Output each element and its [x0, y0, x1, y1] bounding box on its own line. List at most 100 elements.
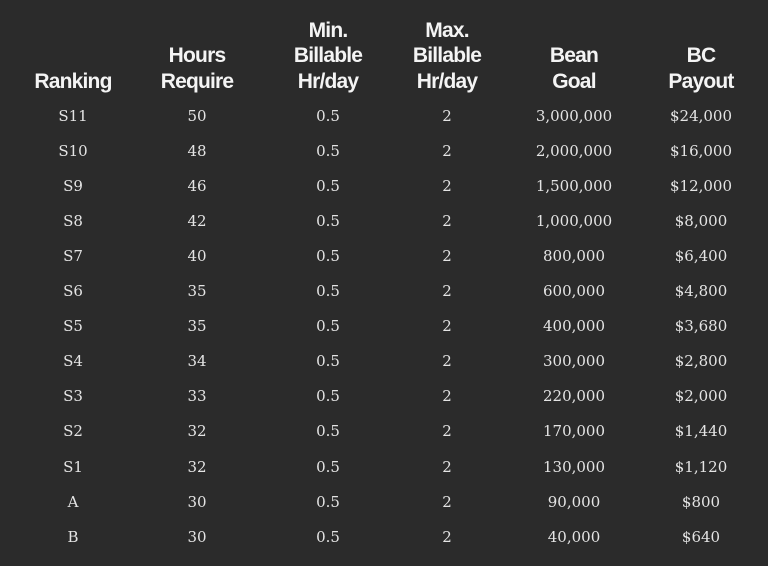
- cell-hours-require: 40: [187, 247, 207, 266]
- cell-max-billable: 2: [442, 457, 452, 476]
- cell-hours-require: 35: [187, 317, 207, 336]
- header-hours-require: Hours Require: [147, 14, 247, 94]
- table-row: S8 42 0.5 2 1,000,000 $8,000: [0, 204, 768, 239]
- cell-min-billable: 0.5: [316, 492, 340, 511]
- cell-bean-goal: 220,000: [542, 387, 606, 406]
- cell-bean-goal: 800,000: [542, 247, 606, 266]
- cell-max-billable: 2: [442, 177, 452, 196]
- cell-bean-goal: 400,000: [542, 317, 606, 336]
- table-row: S4 34 0.5 2 300,000 $2,800: [0, 344, 768, 379]
- header-line: Billable: [293, 44, 363, 67]
- table-row: S2 32 0.5 2 170,000 $1,440: [0, 414, 768, 449]
- cell-hours-require: 35: [187, 282, 207, 301]
- cell-bc-payout: $12,000: [669, 177, 733, 196]
- cell-bean-goal: 1,000,000: [535, 212, 613, 231]
- cell-max-billable: 2: [442, 142, 452, 161]
- header-line: Payout: [668, 69, 734, 93]
- cell-ranking: A: [67, 492, 79, 511]
- cell-bc-payout: $8,000: [674, 212, 728, 231]
- cell-hours-require: 30: [187, 492, 207, 511]
- cell-max-billable: 2: [442, 387, 452, 406]
- table-row: A 30 0.5 2 90,000 $800: [0, 485, 768, 520]
- table-row: S7 40 0.5 2 800,000 $6,400: [0, 239, 768, 274]
- cell-bc-payout: $2,000: [674, 387, 728, 406]
- cell-bean-goal: 170,000: [542, 422, 606, 441]
- cell-hours-require: 34: [187, 352, 207, 371]
- cell-bc-payout: $24,000: [669, 107, 733, 125]
- cell-hours-require: 33: [187, 387, 207, 406]
- cell-hours-require: 30: [187, 527, 207, 546]
- cell-bean-goal: 300,000: [542, 352, 606, 371]
- table-row: S10 48 0.5 2 2,000,000 $16,000: [0, 134, 768, 169]
- cell-max-billable: 2: [442, 422, 452, 441]
- cell-max-billable: 2: [442, 527, 452, 546]
- cell-ranking: S1: [63, 457, 83, 476]
- cell-ranking: S3: [63, 387, 83, 406]
- table-row: S1 32 0.5 2 130,000 $1,120: [0, 450, 768, 485]
- cell-bc-payout: $640: [681, 527, 721, 546]
- table-row: S9 46 0.5 2 1,500,000 $12,000: [0, 169, 768, 204]
- header-bean-goal: Bean Goal: [514, 14, 634, 94]
- cell-ranking: S4: [63, 352, 83, 371]
- header-line: Hours: [168, 44, 226, 67]
- table-row: B 30 0.5 2 40,000 $640: [0, 520, 768, 555]
- header-max-billable: Max. Billable Hr/day: [387, 14, 507, 94]
- cell-ranking: S8: [63, 212, 83, 231]
- cell-bean-goal: 40,000: [547, 527, 601, 546]
- cell-bc-payout: $3,680: [674, 317, 728, 336]
- table-row: S6 35 0.5 2 600,000 $4,800: [0, 274, 768, 309]
- header-line: Max.: [425, 18, 469, 42]
- header-bc-payout: BC Payout: [641, 14, 761, 94]
- cell-ranking: S7: [63, 247, 83, 266]
- cell-bc-payout: $6,400: [674, 247, 728, 266]
- table-row: S5 35 0.5 2 400,000 $3,680: [0, 309, 768, 344]
- header-line: Hr/day: [416, 69, 478, 93]
- cell-ranking: S5: [63, 317, 83, 336]
- cell-min-billable: 0.5: [316, 282, 340, 301]
- cell-min-billable: 0.5: [316, 422, 340, 441]
- cell-hours-require: 32: [187, 457, 207, 476]
- cell-bean-goal: 3,000,000: [535, 107, 613, 125]
- cell-max-billable: 2: [442, 492, 452, 511]
- cell-max-billable: 2: [442, 107, 452, 125]
- header-line: Hr/day: [297, 69, 359, 93]
- cell-bean-goal: 130,000: [542, 457, 606, 476]
- cell-max-billable: 2: [442, 212, 452, 231]
- header-line: Goal: [552, 69, 596, 93]
- cell-hours-require: 42: [187, 212, 207, 231]
- cell-max-billable: 2: [442, 352, 452, 371]
- cell-bc-payout: $1,120: [674, 457, 728, 476]
- cell-bc-payout: $16,000: [669, 142, 733, 161]
- cell-min-billable: 0.5: [316, 107, 340, 125]
- cell-min-billable: 0.5: [316, 247, 340, 266]
- header-line: Ranking: [34, 69, 112, 93]
- cell-bc-payout: $4,800: [674, 282, 728, 301]
- cell-min-billable: 0.5: [316, 457, 340, 476]
- cell-ranking: S10: [58, 142, 88, 161]
- cell-max-billable: 2: [442, 282, 452, 301]
- cell-bc-payout: $2,800: [674, 352, 728, 371]
- cell-max-billable: 2: [442, 317, 452, 336]
- header-min-billable: Min. Billable Hr/day: [268, 14, 388, 94]
- cell-hours-require: 46: [187, 177, 207, 196]
- cell-hours-require: 48: [187, 142, 207, 161]
- cell-min-billable: 0.5: [316, 527, 340, 546]
- cell-ranking: B: [67, 527, 79, 546]
- cell-min-billable: 0.5: [316, 177, 340, 196]
- table-row: S3 33 0.5 2 220,000 $2,000: [0, 379, 768, 414]
- cell-ranking: S6: [63, 282, 83, 301]
- cell-bc-payout: $800: [681, 492, 721, 511]
- cell-min-billable: 0.5: [316, 142, 340, 161]
- cell-bc-payout: $1,440: [674, 422, 728, 441]
- header-line: Min.: [308, 18, 349, 42]
- cell-bean-goal: 90,000: [547, 492, 601, 511]
- header-ranking: Ranking: [23, 14, 123, 94]
- cell-hours-require: 50: [187, 107, 207, 125]
- cell-hours-require: 32: [187, 422, 207, 441]
- cell-ranking: S11: [58, 107, 88, 125]
- cell-max-billable: 2: [442, 247, 452, 266]
- cell-min-billable: 0.5: [316, 387, 340, 406]
- header-line: Require: [160, 69, 234, 93]
- cell-min-billable: 0.5: [316, 317, 340, 336]
- cell-bean-goal: 600,000: [542, 282, 606, 301]
